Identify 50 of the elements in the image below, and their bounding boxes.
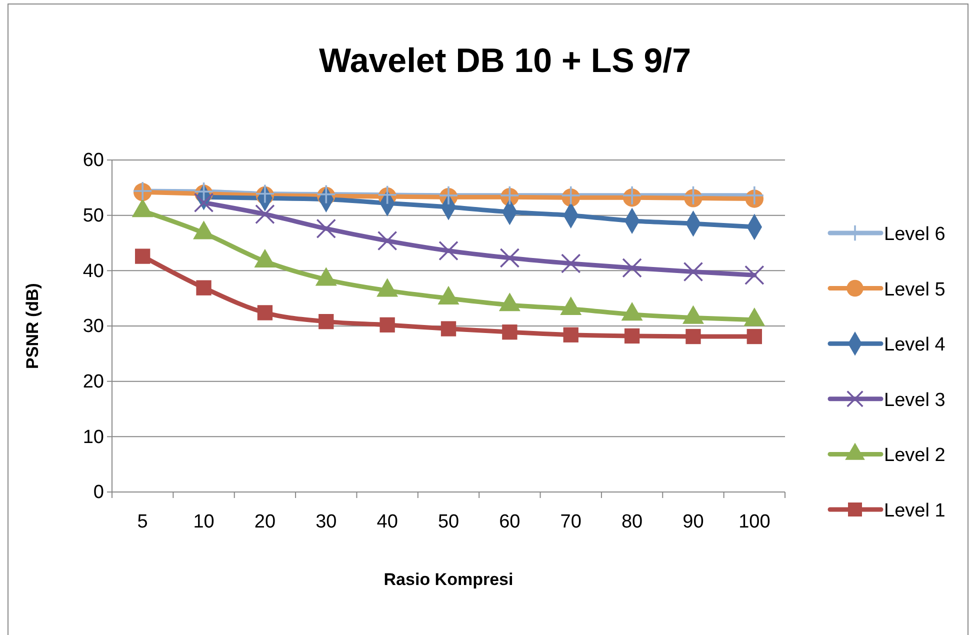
legend-label: Level 6 (884, 224, 946, 245)
chart-title: Wavelet DB 10 + LS 9/7 (319, 42, 691, 80)
point (622, 258, 642, 278)
x-tick-label: 100 (738, 511, 770, 532)
point (500, 248, 520, 268)
y-tick-label: 0 (93, 482, 104, 504)
point (624, 328, 640, 344)
point (255, 204, 275, 224)
point (318, 314, 334, 330)
point (746, 328, 762, 344)
x-tick-label: 70 (560, 511, 582, 532)
y-tick-label: 60 (82, 150, 104, 172)
point (316, 218, 336, 239)
point (438, 240, 458, 261)
x-tick-label: 90 (682, 511, 704, 532)
legend-label: Level 4 (884, 334, 946, 356)
point (560, 254, 581, 274)
x-tick-label: 20 (254, 511, 276, 532)
point (563, 327, 578, 342)
point (196, 280, 212, 296)
point (683, 262, 704, 282)
point (257, 305, 273, 320)
point (502, 324, 518, 340)
y-tick-label: 30 (82, 316, 104, 338)
legend-label: Level 5 (884, 279, 946, 300)
x-tick-label: 60 (499, 511, 520, 532)
x-tick-label: 50 (438, 511, 460, 532)
x-tick-label: 30 (316, 511, 337, 532)
y-tick-label: 40 (82, 260, 104, 282)
point (380, 317, 395, 332)
point (744, 186, 764, 206)
legend-label: Level 3 (884, 390, 946, 411)
point (744, 265, 764, 285)
x-tick-label: 5 (137, 511, 148, 532)
legend-label: Level 1 (884, 500, 946, 522)
x-axis-title: Rasio Kompresi (384, 570, 514, 589)
y-axis-title: PSNR (dB) (23, 283, 42, 369)
x-tick-label: 80 (621, 511, 643, 532)
y-tick-label: 50 (82, 205, 104, 226)
point (440, 321, 456, 336)
point (135, 248, 150, 264)
point (683, 186, 704, 206)
x-tick-label: 40 (376, 511, 398, 532)
legend-label: Level 2 (884, 445, 946, 466)
y-tick-label: 10 (82, 426, 104, 448)
point (377, 230, 398, 251)
x-tick-label: 10 (193, 511, 214, 532)
y-tick-label: 20 (82, 371, 104, 392)
point (194, 192, 214, 213)
point (686, 328, 701, 344)
